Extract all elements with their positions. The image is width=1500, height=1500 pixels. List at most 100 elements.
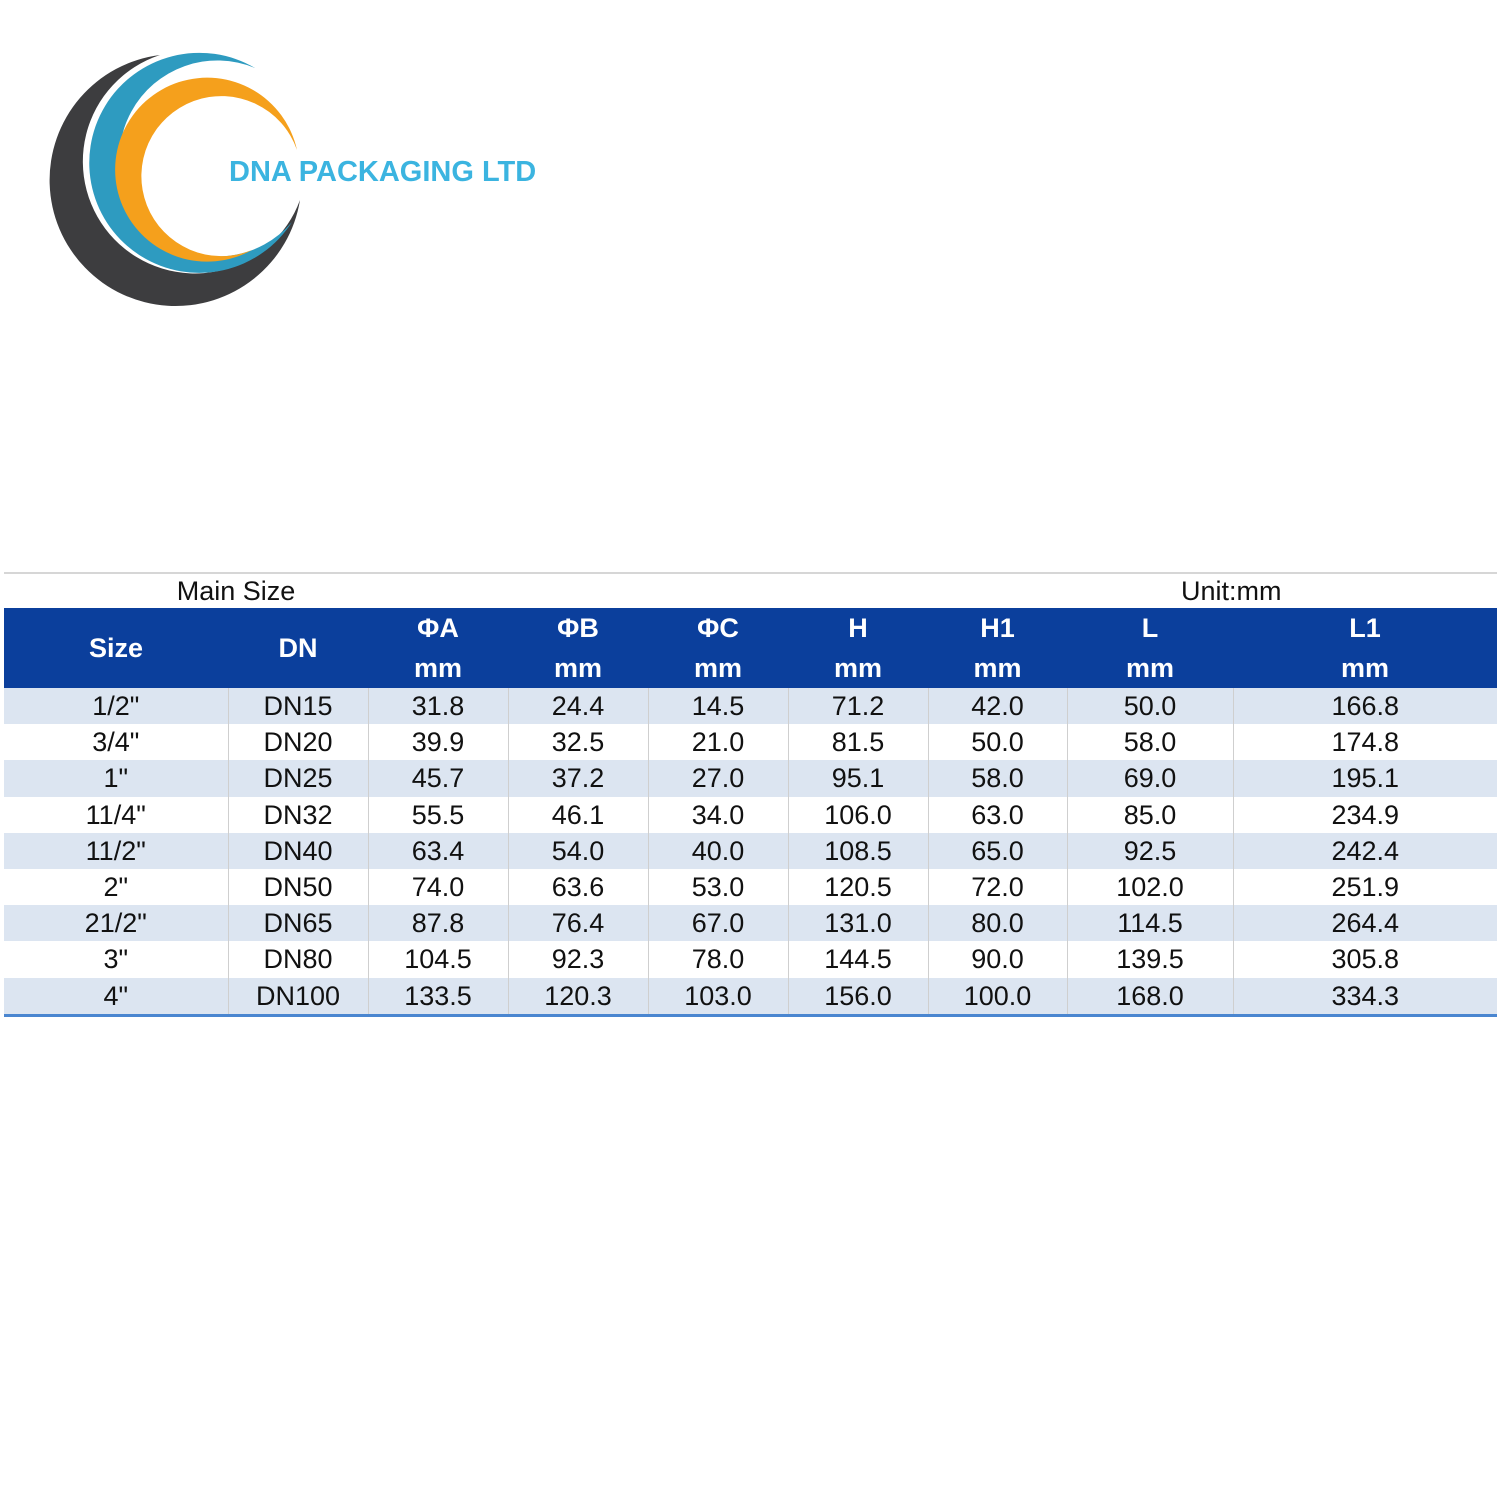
spec-table: Main Size Unit:mm Size DN ΦA ΦB ΦC H H1 L L1 mm mm… [4,572,1498,1017]
table-cell: 21.0 [647,724,789,761]
table-cell: 104.5 [367,941,509,978]
table-cell: 234.9 [1232,796,1498,833]
table-row: 1" DN25 45.7 37.2 27.0 95.1 58.0 69.0 195.1 [4,760,1498,797]
table-cell: 90.0 [927,941,1068,978]
table-cell: 100.0 [927,977,1068,1017]
table-cell: DN20 [227,724,369,761]
table-row: 11/4" DN32 55.5 46.1 34.0 106.0 63.0 85.0 234.9 [4,796,1498,833]
table-row: 4" DN100 133.5 120.3 103.0 156.0 100.0 168.0 334… [4,977,1498,1017]
header-cell: ΦA [368,608,509,648]
table-cell: 4" [4,977,228,1017]
table-row: 21/2" DN65 87.8 76.4 67.0 131.0 80.0 114.5 264.4 [4,905,1498,942]
table-cell: 1/2" [4,688,228,725]
header-unit: mm [368,648,509,688]
header-unit: mm [508,648,649,688]
table-cell: 76.4 [507,905,649,942]
table-cell: 131.0 [787,905,929,942]
table-cell: 50.0 [1066,688,1234,725]
header-row: Size DN ΦA ΦB ΦC H H1 L L1 [4,608,1498,688]
table-cell: 11/4" [85,799,146,830]
table-cell: 14.5 [647,688,789,725]
table-row: 2" DN50 74.0 63.6 53.0 120.5 72.0 102.0 251.9 [4,868,1498,906]
caption-spacer [368,572,1068,608]
table-cell: 24.4 [507,688,649,725]
logo-arc-orange [115,77,297,262]
table-cell: 305.8 [1232,941,1498,978]
logo-text: DNA PACKAGING LTD [229,156,536,188]
caption-left: Main Size [4,572,369,608]
table-cell: 166.8 [1232,688,1498,725]
table-cell: 120.5 [787,868,929,906]
table-cell: 2" [103,872,129,903]
logo: DNA PACKAGING LTD [49,52,536,307]
header-unit: mm [648,648,789,688]
table-cell: 53.0 [647,868,789,906]
table-cell: 242.4 [1232,832,1498,869]
table-cell: 156.0 [787,977,929,1017]
table-cell: 195.1 [1232,760,1498,797]
table-cell: 133.5 [367,977,509,1017]
table-cell: DN65 [227,905,369,942]
table-cell: 42.0 [927,688,1068,725]
table-cell: 55.5 [367,796,509,833]
table-cell: 63.6 [507,868,649,906]
table-cell: 39.9 [367,724,509,761]
table-cell: 168.0 [1066,977,1234,1017]
table-cell: 334.3 [1232,977,1498,1017]
header-cell: ΦB [508,608,649,648]
table-cell: 78.0 [647,941,789,978]
logo-arc-dark [49,55,300,307]
header-cell: ΦC [648,608,789,648]
table-row: 11/2" DN40 63.4 54.0 40.0 108.5 65.0 92.5 242.4 [4,832,1498,869]
header-row: mm mm mm mm mm mm mm [4,648,1498,688]
header-cell: H1 [928,608,1068,648]
table-cell: 3/4" [92,727,140,758]
table-cell: 45.7 [367,760,509,797]
table-cell: 264.4 [1232,905,1498,942]
header-unit: mm [1233,648,1498,688]
table-cell: DN100 [227,977,369,1017]
table-cell: DN50 [227,868,369,906]
table-cell: 21/2" [4,905,228,942]
table-cell: 114.5 [1066,905,1234,942]
table-cell: 74.0 [367,868,509,906]
table-cell: 120.3 [507,977,649,1017]
table-cell: DN40 [227,832,369,869]
table-cell: 50.0 [927,724,1068,761]
table-cell: 251.9 [1232,868,1498,906]
table-cell: 87.8 [367,905,509,942]
table-cell: 103.0 [647,977,789,1017]
table-cell: 67.0 [647,905,789,942]
table-row: 3" DN80 104.5 92.3 78.0 144.5 90.0 139.5 305.8 [4,941,1498,978]
header-cell: H [788,608,929,648]
table-cell: 174.8 [1232,724,1498,761]
table-cell: 46.1 [507,796,649,833]
table-cell: 11/2" [4,832,228,869]
table-cell: DN80 [227,941,369,978]
table-cell: 32.5 [507,724,649,761]
table-cell: 72.0 [927,868,1068,906]
table-cell: 3" [103,944,129,975]
table-cell: 63.4 [367,832,509,869]
table-cell: 102.0 [1066,868,1234,906]
table-cell: 58.0 [927,760,1068,797]
header-cell: L [1067,608,1234,648]
table-body: Main Size Unit:mm Size DN ΦA ΦB ΦC H H1 L L1 mm mm… [4,572,1498,1017]
header-unit: mm [788,648,929,688]
table-cell: 92.3 [507,941,649,978]
table-cell: 108.5 [787,832,929,869]
table-cell: 92.5 [1066,832,1234,869]
caption-right: Unit:mm [1067,572,1498,608]
table-cell: 1" [4,760,228,797]
table-row: 1/2" DN15 31.8 24.4 14.5 71.2 42.0 50.0 166.8 [4,688,1498,725]
table-cell: DN15 [227,688,369,725]
table-cell: 34.0 [647,796,789,833]
table-cell: 95.1 [787,760,929,797]
table-cell: DN25 [227,760,369,797]
header-cell: L1 [1233,608,1498,648]
table-cell: 65.0 [927,832,1068,869]
header-unit: mm [1067,648,1234,688]
table-cell: 106.0 [787,796,929,833]
table-cell: 63.0 [927,796,1068,833]
